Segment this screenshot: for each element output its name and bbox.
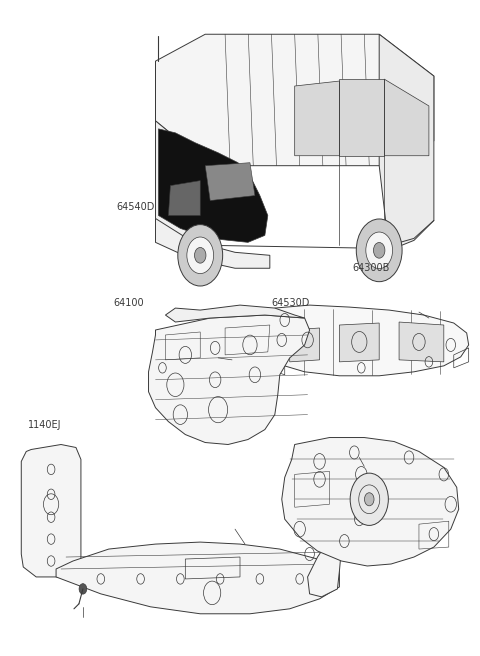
Polygon shape	[160, 159, 180, 173]
Polygon shape	[282, 438, 459, 566]
Polygon shape	[158, 129, 268, 242]
Polygon shape	[339, 323, 379, 362]
Polygon shape	[308, 451, 384, 597]
Polygon shape	[379, 34, 434, 251]
Circle shape	[187, 237, 214, 274]
Polygon shape	[295, 81, 339, 155]
Circle shape	[364, 493, 374, 506]
Polygon shape	[168, 180, 200, 215]
Polygon shape	[205, 163, 255, 201]
Polygon shape	[290, 328, 320, 362]
Polygon shape	[339, 79, 384, 155]
Circle shape	[373, 243, 385, 258]
Circle shape	[350, 473, 388, 525]
Polygon shape	[384, 79, 429, 155]
Text: 64540D: 64540D	[116, 202, 154, 212]
Text: 1140EJ: 1140EJ	[28, 420, 61, 430]
Polygon shape	[21, 445, 81, 577]
Text: 64530D: 64530D	[271, 298, 310, 308]
Polygon shape	[268, 305, 468, 376]
Polygon shape	[56, 542, 339, 614]
Polygon shape	[156, 218, 270, 268]
Polygon shape	[148, 315, 310, 445]
Circle shape	[178, 224, 223, 286]
Polygon shape	[156, 61, 210, 249]
Text: 64100: 64100	[114, 298, 144, 308]
Circle shape	[194, 247, 206, 263]
Text: 64300B: 64300B	[352, 263, 390, 273]
Circle shape	[79, 584, 87, 594]
Polygon shape	[166, 305, 305, 322]
Polygon shape	[399, 322, 444, 362]
Polygon shape	[156, 34, 434, 166]
Circle shape	[356, 219, 402, 281]
Circle shape	[366, 232, 393, 268]
